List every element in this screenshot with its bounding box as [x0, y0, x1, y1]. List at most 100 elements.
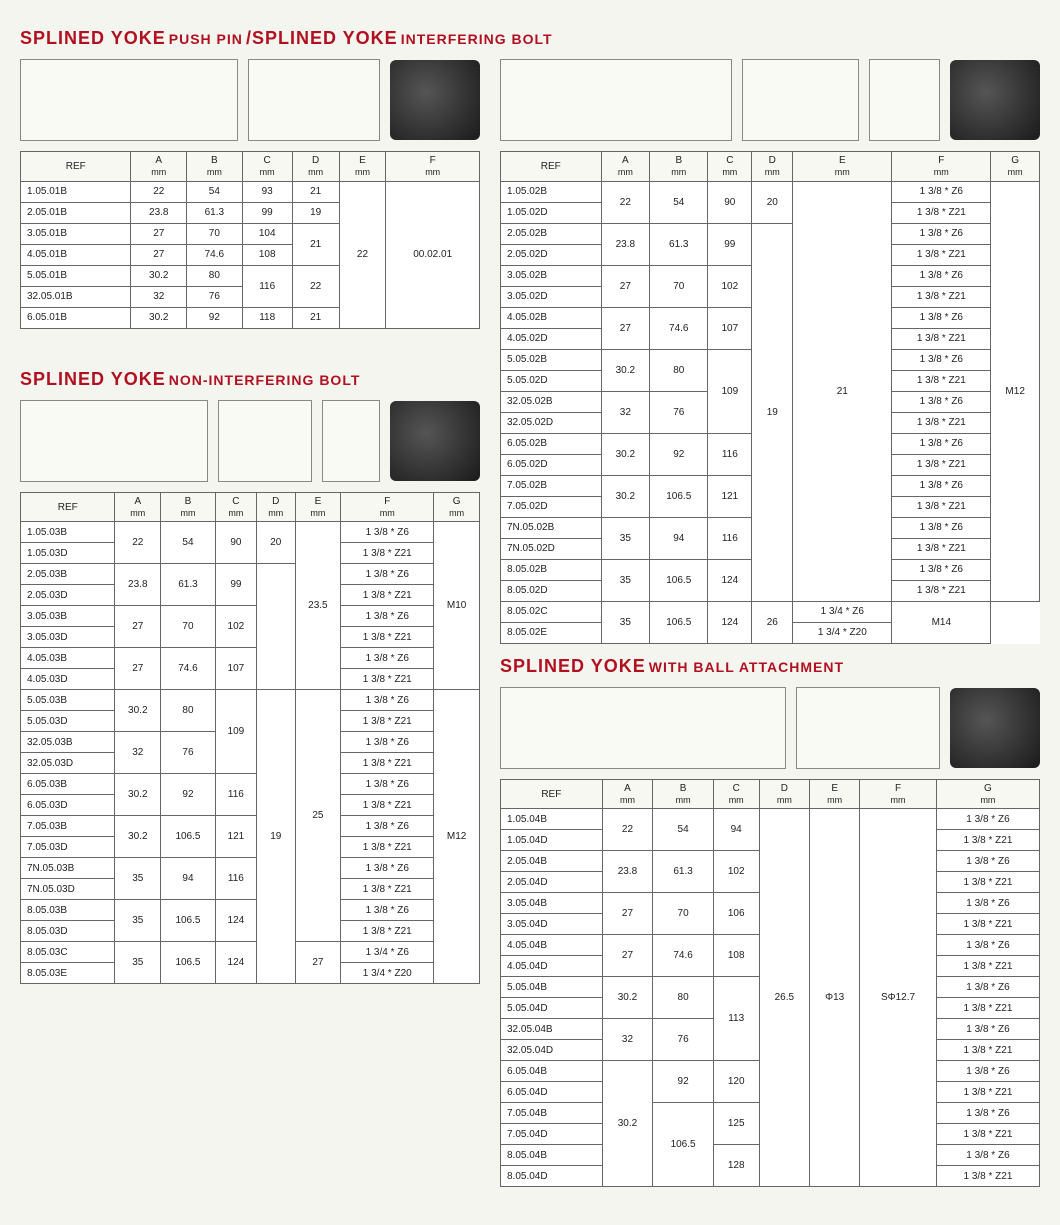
cell: 4.05.01B [21, 244, 131, 265]
col-header: REF [501, 779, 603, 809]
cell: 1 3/8 * Z21 [892, 286, 991, 307]
cell: 8.05.03C [21, 942, 115, 963]
cell: 121 [708, 475, 752, 517]
cell: 80 [650, 349, 708, 391]
cell: 124 [215, 942, 256, 984]
cell: 1 3/8 * Z21 [341, 627, 434, 648]
cell: 8.05.02C [501, 601, 602, 622]
cell: 32 [115, 732, 161, 774]
title1-main: SPLINED YOKE [20, 28, 166, 48]
cell: 61.3 [653, 851, 714, 893]
title1-sub3: INTERFERING BOLT [401, 31, 553, 47]
cell: 1 3/8 * Z6 [892, 475, 991, 496]
cell: 1 3/8 * Z6 [341, 816, 434, 837]
cell: 80 [653, 977, 714, 1019]
cell: 27 [602, 935, 653, 977]
cell: 1 3/8 * Z6 [936, 977, 1039, 998]
col-header: Gmm [991, 152, 1040, 182]
cell: 102 [713, 851, 759, 893]
cell: 124 [708, 601, 752, 643]
cell: 1 3/8 * Z6 [341, 564, 434, 585]
cell: 1 3/8 * Z21 [892, 202, 991, 223]
cell: 1 3/8 * Z6 [892, 181, 991, 202]
cell: 35 [115, 858, 161, 900]
cell: 1 3/8 * Z6 [341, 648, 434, 669]
cell: 5.05.03B [21, 690, 115, 711]
col-header: Bmm [187, 152, 243, 182]
col-header: Bmm [161, 492, 216, 522]
cell: 8.05.04B [501, 1145, 603, 1166]
table-non-interfering: REFAmmBmmCmmDmmEmmFmmGmm1.05.03B22549020… [20, 492, 480, 985]
cell: 106.5 [650, 559, 708, 601]
cell: 54 [187, 181, 243, 202]
cell: 27 [131, 223, 187, 244]
cell: 1 3/8 * Z6 [892, 223, 991, 244]
cell: 4.05.03B [21, 648, 115, 669]
col-header: Amm [601, 152, 650, 182]
cell: 1 3/8 * Z21 [936, 956, 1039, 977]
cell: 27 [601, 265, 650, 307]
col-header: Fmm [386, 152, 480, 182]
cell: 00.02.01 [386, 181, 480, 328]
col-header: Fmm [341, 492, 434, 522]
cell: 30.2 [601, 433, 650, 475]
cell: 30.2 [601, 349, 650, 391]
cell: 94 [713, 809, 759, 851]
cell: 1.05.04B [501, 809, 603, 830]
cell: 1 3/8 * Z21 [892, 328, 991, 349]
cell: 108 [713, 935, 759, 977]
cell: 2.05.02D [501, 244, 602, 265]
cell: 106.5 [161, 942, 216, 984]
cell: 92 [653, 1061, 714, 1103]
cell: 102 [708, 265, 752, 307]
cell: 2.05.03B [21, 564, 115, 585]
cell: 1 3/8 * Z21 [892, 496, 991, 517]
title-row-1: SPLINED YOKE PUSH PIN /SPLINED YOKE INTE… [20, 28, 1040, 49]
cell: 1 3/4 * Z6 [341, 942, 434, 963]
cell: 21 [292, 307, 339, 328]
col-header: Gmm [936, 779, 1039, 809]
cell: 8.05.04D [501, 1166, 603, 1187]
col-header: Fmm [892, 152, 991, 182]
cell: 1.05.04D [501, 830, 603, 851]
cell: 32.05.04D [501, 1040, 603, 1061]
cell: 5.05.02D [501, 370, 602, 391]
cell: 92 [650, 433, 708, 475]
cell: 3.05.01B [21, 223, 131, 244]
cell: 30.2 [115, 774, 161, 816]
cell: 6.05.04B [501, 1061, 603, 1082]
cell: 94 [161, 858, 216, 900]
cell: 1 3/8 * Z6 [892, 349, 991, 370]
cell: 1 3/8 * Z21 [892, 244, 991, 265]
cell: 1 3/8 * Z6 [936, 1145, 1039, 1166]
cell: 106.5 [161, 900, 216, 942]
cell: 5.05.03D [21, 711, 115, 732]
cell: 6.05.02D [501, 454, 602, 475]
cell: 1 3/8 * Z21 [892, 412, 991, 433]
cell: 7N.05.02D [501, 538, 602, 559]
cell: 107 [708, 307, 752, 349]
cell: 1 3/8 * Z6 [936, 935, 1039, 956]
cell: 124 [708, 559, 752, 601]
cell: 1 3/8 * Z6 [936, 1103, 1039, 1124]
cell: 27 [131, 244, 187, 265]
cell: 3.05.02B [501, 265, 602, 286]
cell: 70 [187, 223, 243, 244]
cell: 27 [115, 606, 161, 648]
cell: 7N.05.02B [501, 517, 602, 538]
cell: 74.6 [161, 648, 216, 690]
col-header: Dmm [257, 492, 296, 522]
title-row-2: SPLINED YOKE NON-INTERFERING BOLT [20, 369, 480, 390]
cell: 5.05.04B [501, 977, 603, 998]
cell: 8.05.03B [21, 900, 115, 921]
cell: 70 [653, 893, 714, 935]
title1-sub2: /SPLINED YOKE [246, 28, 398, 48]
cell: 32.05.02B [501, 391, 602, 412]
cell: 1 3/8 * Z6 [892, 307, 991, 328]
cell: 1 3/8 * Z21 [892, 454, 991, 475]
cell: 2.05.02B [501, 223, 602, 244]
cell: 27 [115, 648, 161, 690]
cell: 2.05.04B [501, 851, 603, 872]
cell: 108 [242, 244, 292, 265]
cell: 61.3 [161, 564, 216, 606]
